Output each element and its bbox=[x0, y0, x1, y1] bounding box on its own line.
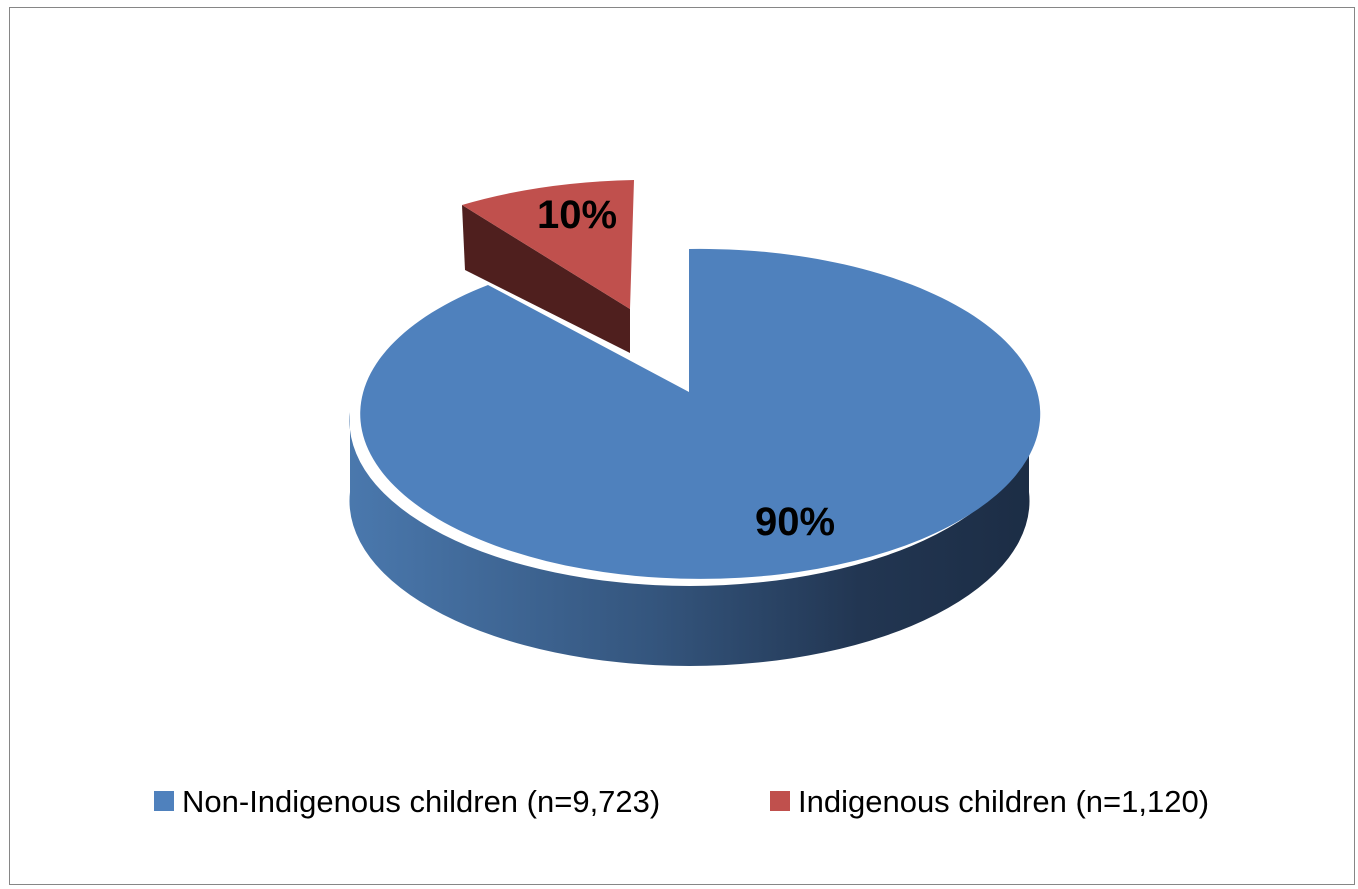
slice-indigenous bbox=[462, 180, 634, 309]
legend-label-non-indigenous: Non-Indigenous children (n=9,723) bbox=[182, 784, 660, 819]
data-label-indigenous: 10% bbox=[537, 193, 617, 237]
slice-non-indigenous-side bbox=[349, 412, 1030, 666]
legend-swatch-indigenous bbox=[770, 791, 790, 811]
data-label-non-indigenous: 90% bbox=[755, 500, 835, 544]
legend-label-indigenous: Indigenous children (n=1,120) bbox=[798, 784, 1209, 819]
slice-indigenous-side bbox=[462, 205, 630, 353]
slice-non-indigenous bbox=[360, 248, 1041, 579]
legend: Non-Indigenous children (n=9,723) Indige… bbox=[154, 784, 1209, 819]
legend-swatch-non-indigenous bbox=[154, 791, 174, 811]
